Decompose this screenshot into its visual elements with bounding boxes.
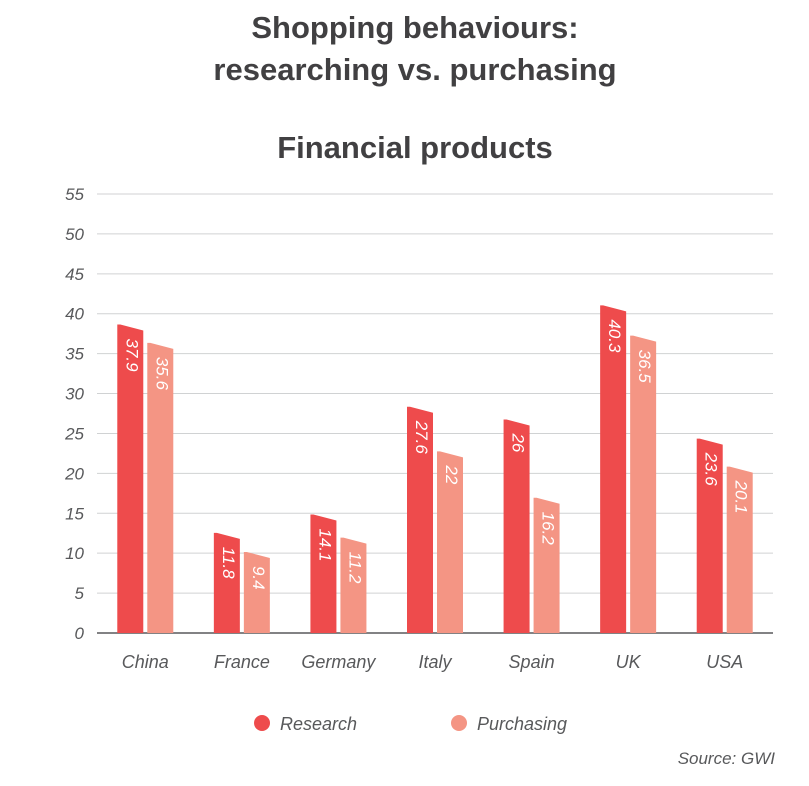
bar-purchasing-china [147, 342, 174, 633]
data-label: 37.9 [122, 338, 141, 372]
y-tick-label: 35 [65, 345, 84, 364]
category-label: Spain [509, 652, 555, 672]
legend-marker-purchasing [451, 715, 467, 731]
chart-subtitle: Financial products [277, 130, 553, 165]
bar-research-china [117, 324, 144, 633]
bar-purchasing-germany [340, 537, 367, 633]
y-tick-label: 55 [65, 185, 84, 204]
chart-title-line-1: Shopping behaviours: [251, 10, 578, 45]
y-tick-label: 5 [75, 584, 85, 603]
category-label: China [122, 652, 169, 672]
bar-research-usa [696, 438, 723, 633]
bar-research-uk [600, 305, 627, 633]
legend-label-research: Research [280, 714, 357, 734]
bar-purchasing-france [243, 551, 270, 633]
data-label: 20.1 [732, 480, 751, 514]
bar-research-france [213, 532, 240, 633]
category-label: Italy [418, 652, 452, 672]
y-tick-label: 20 [64, 464, 84, 483]
y-tick-label: 0 [75, 624, 85, 643]
data-label: 16.2 [539, 512, 558, 546]
y-tick-label: 10 [65, 544, 84, 563]
bars: 37.9 35.6 11.8 9.4 14.1 11.2 27.6 22 26 16.2 40.3 3… [117, 305, 753, 633]
y-tick-label: 50 [65, 225, 84, 244]
data-label: 11.8 [219, 547, 238, 579]
bar-purchasing-spain [533, 497, 560, 633]
y-tick-label: 40 [65, 305, 84, 324]
legend-item-research: Research [254, 714, 357, 734]
category-label: USA [706, 652, 743, 672]
legend-label-purchasing: Purchasing [477, 714, 567, 734]
bar-purchasing-italy [437, 451, 463, 633]
bar-purchasing-usa [726, 466, 753, 633]
bar-research-italy [407, 406, 433, 633]
data-label: 14.1 [315, 528, 334, 561]
bar-purchasing-uk [630, 335, 657, 633]
bar-research-spain [503, 419, 530, 633]
category-label: Germany [301, 652, 376, 672]
data-label: 11.2 [345, 552, 364, 584]
data-label: 26 [509, 432, 528, 452]
y-axis-ticks: 0 5 10 15 20 25 30 35 40 45 50 55 [64, 185, 84, 643]
category-label: France [214, 652, 270, 672]
data-label: 9.4 [249, 566, 268, 590]
bar-research-germany [310, 514, 337, 633]
source-note: Source: GWI [678, 749, 776, 768]
legend-item-purchasing: Purchasing [451, 714, 567, 734]
x-axis-categories: China France Germany Italy Spain UK USA [122, 652, 743, 672]
legend-marker-research [254, 715, 270, 731]
y-tick-label: 45 [65, 265, 84, 284]
data-label: 40.3 [605, 319, 624, 353]
y-tick-label: 15 [65, 504, 84, 523]
data-label: 22 [442, 464, 461, 484]
data-label: 23.6 [702, 452, 721, 487]
category-label: UK [616, 652, 642, 672]
data-label: 35.6 [152, 357, 171, 391]
y-tick-label: 30 [65, 385, 84, 404]
legend: Research Purchasing [254, 714, 567, 734]
y-tick-label: 25 [64, 424, 84, 443]
chart-title-line-2: researching vs. purchasing [213, 52, 616, 87]
gridlines [97, 193, 773, 634]
data-label: 36.5 [635, 350, 654, 384]
data-label: 27.6 [412, 420, 431, 455]
